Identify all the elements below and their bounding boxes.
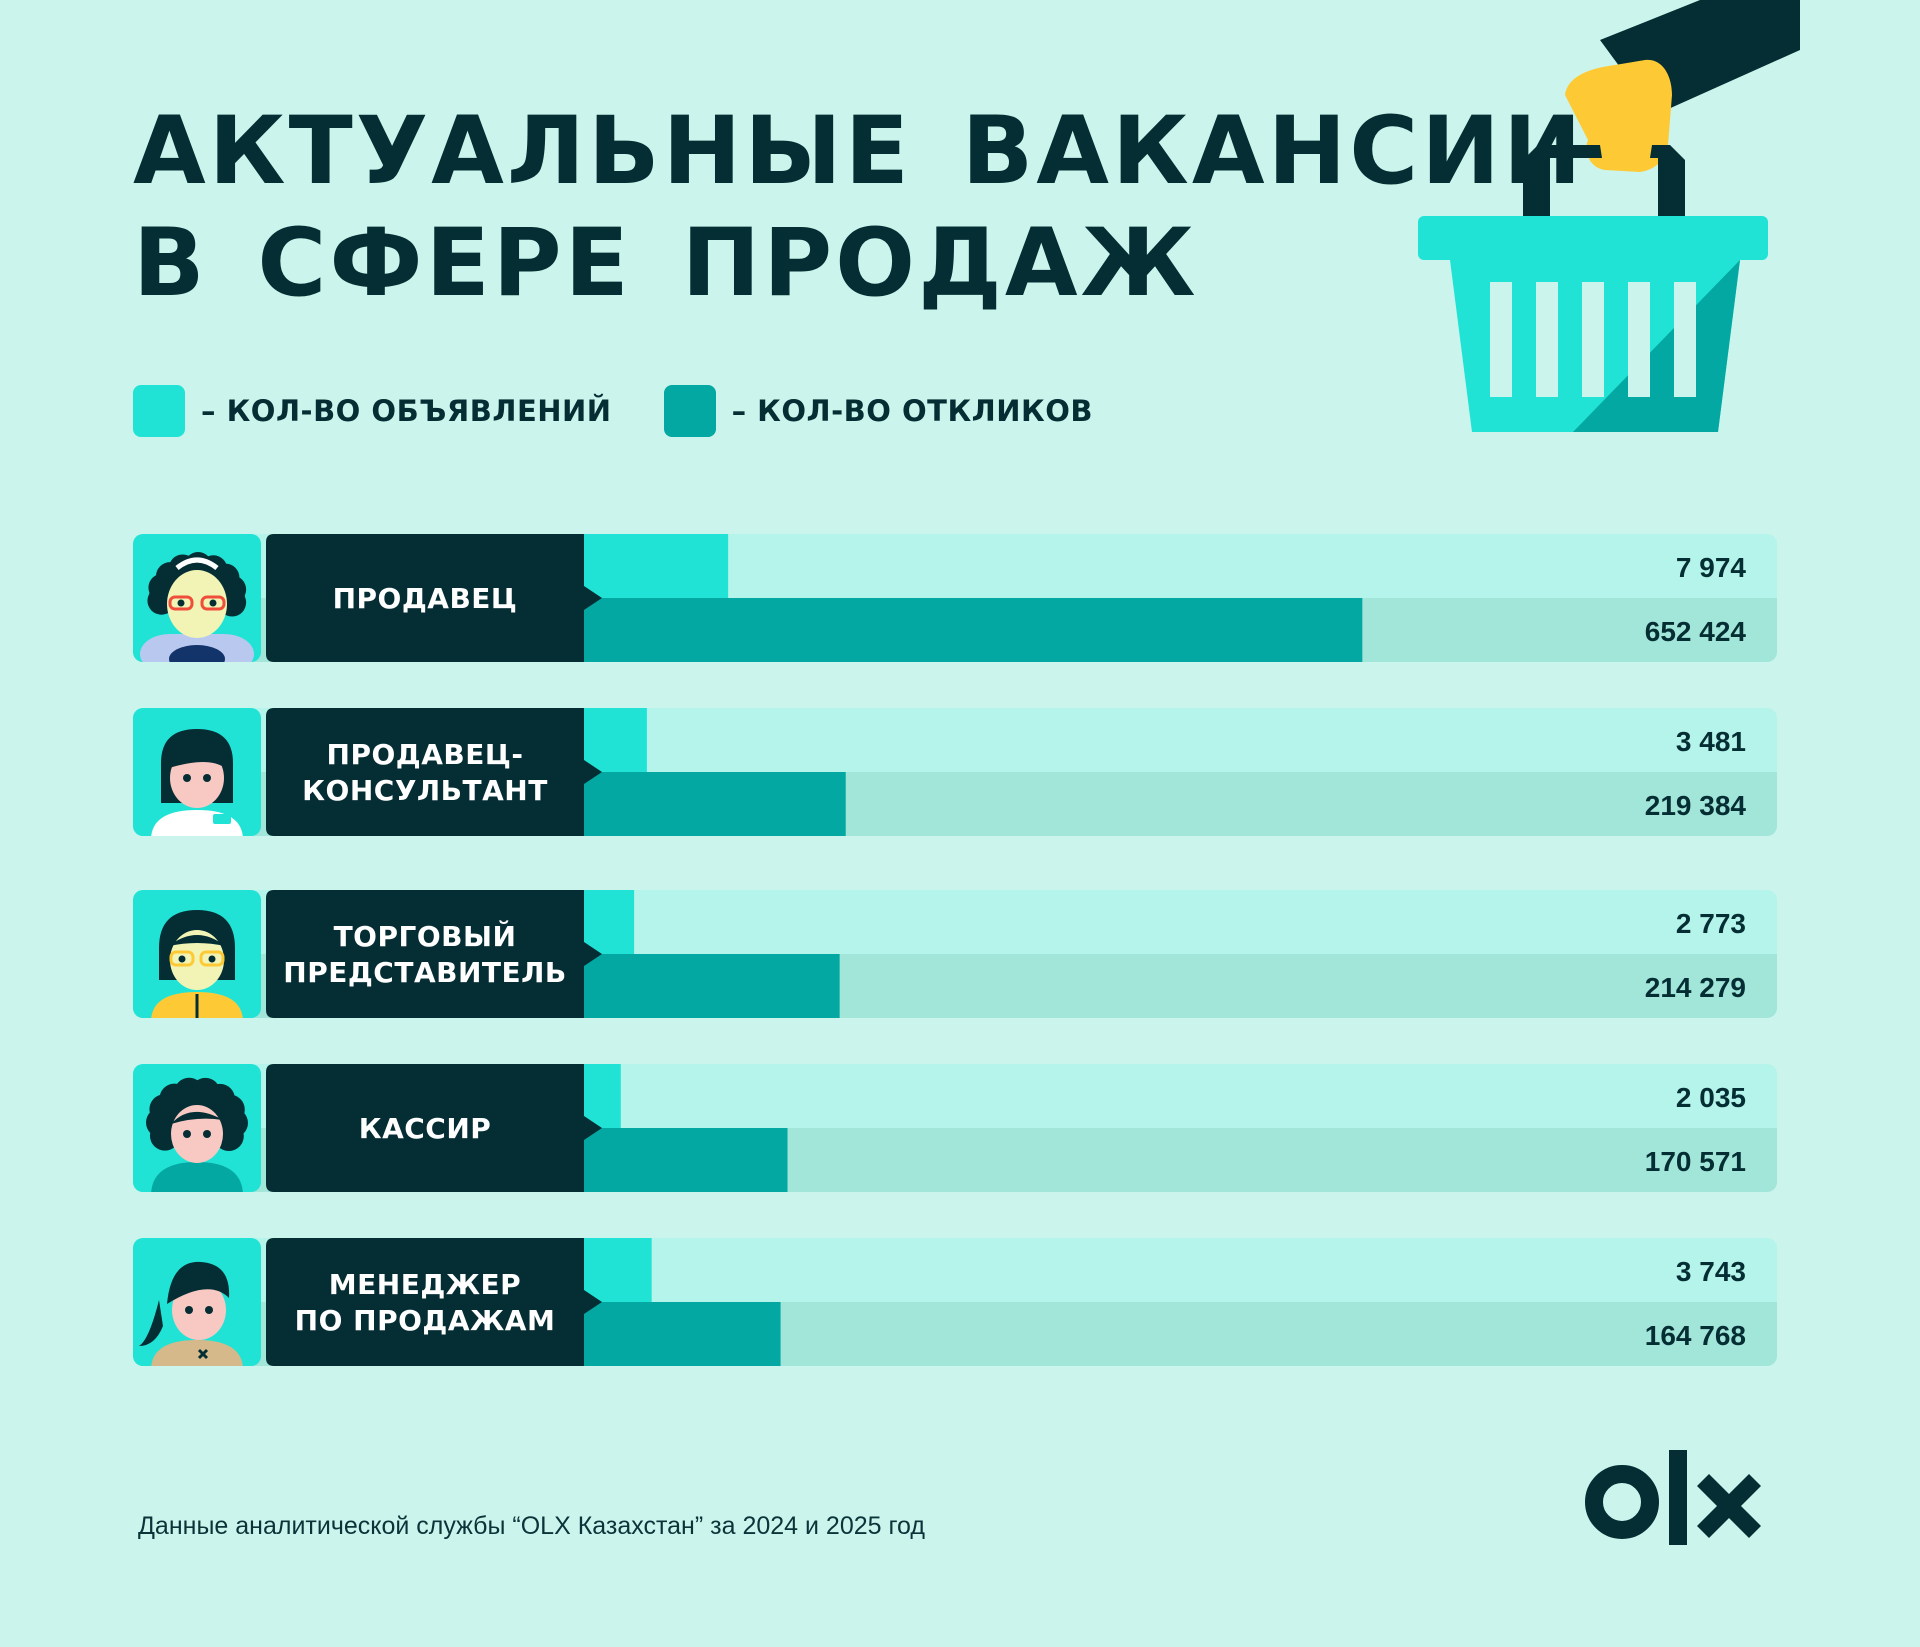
legend-item-ads: – КОЛ-ВО ОБЪЯВЛЕНИЙ: [133, 385, 612, 437]
role-label-box: [266, 534, 602, 662]
ads-value-label: 2 773: [1676, 908, 1746, 939]
responses-bar: [564, 772, 846, 836]
legend-swatch-responses: [663, 385, 716, 437]
role-label-text: ПРОДАВЕЦ: [333, 582, 518, 615]
ads-bar: [564, 534, 729, 598]
role-label-box: [266, 708, 602, 836]
ads-value-label: 7 974: [1676, 552, 1746, 583]
legend-swatch-ads: [133, 385, 185, 437]
responses-value-label: 164 768: [1645, 1320, 1746, 1351]
olx-logo: [1585, 1450, 1762, 1545]
legend-item-responses: – КОЛ-ВО ОТКЛИКОВ: [663, 385, 1093, 437]
legend-label-responses: – КОЛ-ВО ОТКЛИКОВ: [731, 394, 1093, 428]
footer-note: Данные аналитической службы “OLX Казахст…: [138, 1512, 925, 1540]
legend: – КОЛ-ВО ОБЪЯВЛЕНИЙ – КОЛ-ВО ОТКЛИКОВ: [133, 385, 1145, 437]
role-label-text: ПРОДАВЕЦ-: [327, 738, 524, 771]
responses-value-label: 652 424: [1645, 616, 1747, 647]
chart-row: КАССИР 2 035 170 571: [133, 1064, 1777, 1192]
role-label-text: КОНСУЛЬТАНТ: [302, 774, 548, 807]
responses-bar: [564, 598, 1363, 662]
sales-manager-avatar: [133, 1238, 261, 1366]
saleswoman-avatar: [133, 534, 261, 662]
responses-bar: [564, 954, 840, 1018]
basket-icon: [1418, 145, 1768, 432]
page-title: АКТУАЛЬНЫЕ ВАКАНСИИ В СФЕРЕ ПРОДАЖ: [133, 96, 1585, 320]
responses-bar: [564, 1128, 788, 1192]
chart-row: ПРОДАВЕЦ-КОНСУЛЬТАНТ 3 481 219 384: [133, 708, 1777, 836]
role-label-text: МЕНЕДЖЕР: [329, 1268, 521, 1301]
vacancies-bar-chart: ПРОДАВЕЦ 7 974 652 424 ПРОДАВЕЦ-КОНСУЛЬТАНТ…: [133, 534, 1777, 1366]
role-label-text: ТОРГОВЫЙ: [334, 919, 517, 953]
role-label-box: [266, 1238, 602, 1366]
ads-value-label: 3 481: [1676, 726, 1746, 757]
basket-illustration: [1418, 0, 1800, 432]
responses-value-label: 214 279: [1645, 972, 1746, 1003]
hand-icon: [1565, 0, 1800, 172]
role-label-box: [266, 890, 602, 1018]
legend-label-ads: – КОЛ-ВО ОБЪЯВЛЕНИЙ: [201, 394, 612, 428]
title-line-2: В СФЕРЕ ПРОДАЖ: [133, 209, 1199, 318]
responses-bar: [564, 1302, 781, 1366]
ads-value-label: 3 743: [1676, 1256, 1746, 1287]
role-label-box: [266, 1064, 602, 1192]
role-label-text: ПО ПРОДАЖАМ: [295, 1304, 556, 1337]
title-line-1: АКТУАЛЬНЫЕ ВАКАНСИИ: [133, 97, 1585, 206]
cashier-avatar: [133, 1064, 261, 1192]
consultant-avatar: [133, 708, 261, 836]
chart-row: ПРОДАВЕЦ 7 974 652 424: [133, 534, 1777, 662]
role-label-text: КАССИР: [359, 1112, 492, 1145]
responses-value-label: 219 384: [1645, 790, 1747, 821]
ads-value-label: 2 035: [1676, 1082, 1746, 1113]
role-label-text: ПРЕДСТАВИТЕЛЬ: [283, 956, 566, 989]
sales-rep-avatar: [133, 890, 261, 1018]
responses-value-label: 170 571: [1645, 1146, 1746, 1177]
